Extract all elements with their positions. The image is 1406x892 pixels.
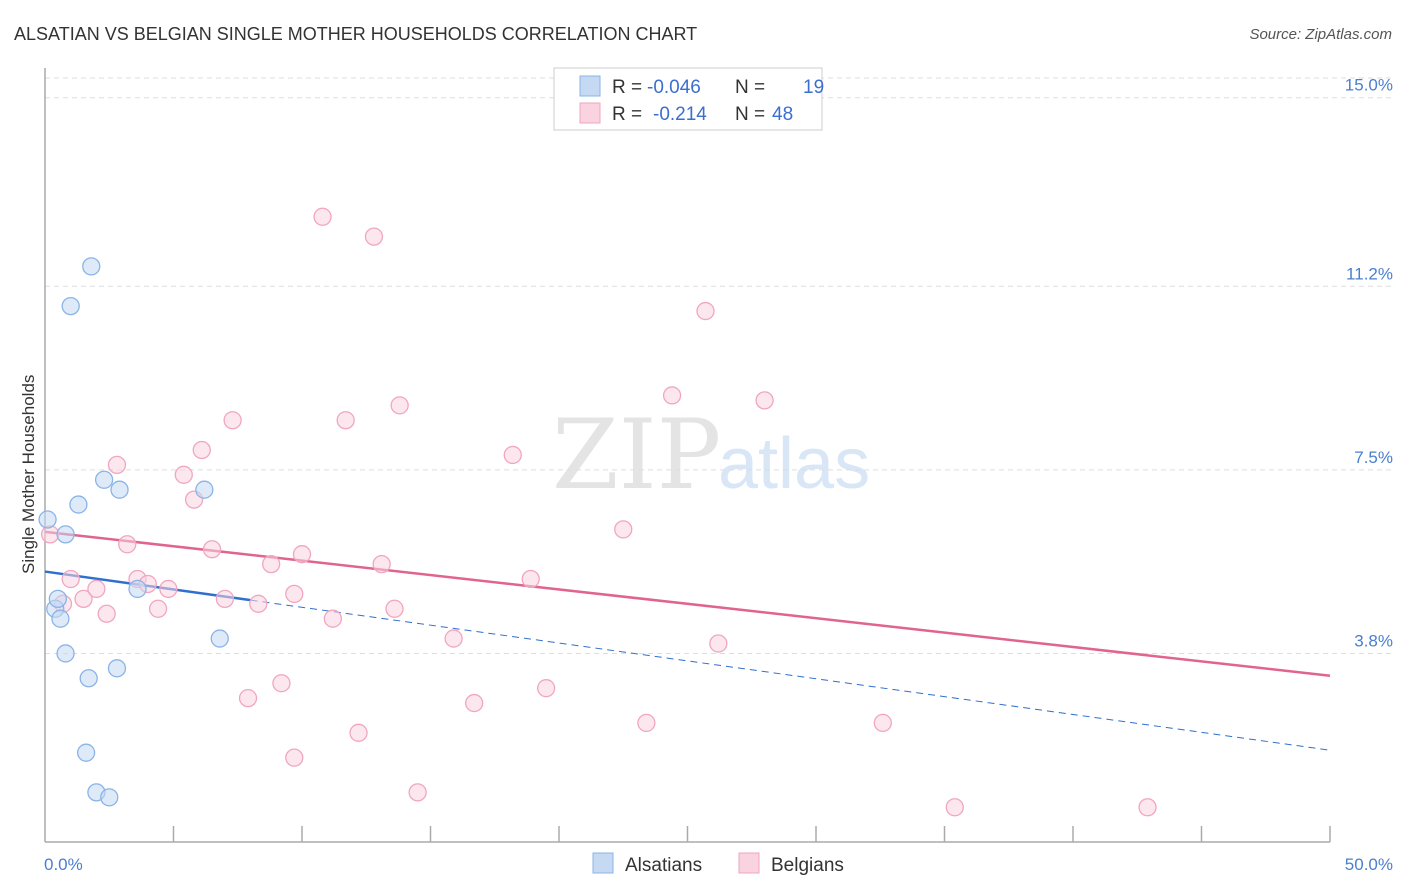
- data-point-belgians: [74, 589, 93, 609]
- data-point-alsatians: [56, 525, 75, 544]
- trend-line-alsatians-extrapolated: [250, 599, 1331, 751]
- stats-legend: R = -0.046 N = 19 R = -0.214 N = 48: [553, 67, 824, 131]
- y-tick-label-1: 11.2%: [1346, 264, 1393, 283]
- data-point-belgians: [709, 634, 728, 653]
- series-legend: Alsatians Belgians: [592, 852, 844, 876]
- data-point-alsatians: [61, 296, 80, 316]
- x-axis-tick-marks: [172, 826, 1331, 842]
- data-point-alsatians: [56, 644, 75, 663]
- data-point-belgians: [148, 599, 168, 618]
- data-point-belgians: [537, 679, 556, 698]
- data-point-alsatians: [110, 480, 129, 499]
- legend-r-label-belgians: R =: [612, 104, 642, 125]
- legend-r-value-alsatians: -0.046: [647, 77, 701, 98]
- data-point-belgians: [336, 411, 355, 430]
- data-point-belgians: [159, 579, 178, 599]
- data-point-alsatians: [48, 589, 67, 609]
- legend-n-label-alsatians: N =: [735, 77, 765, 98]
- data-point-belgians: [238, 688, 258, 708]
- data-point-alsatians: [51, 609, 70, 628]
- data-point-belgians: [272, 674, 291, 693]
- data-point-belgians: [372, 554, 391, 574]
- data-point-belgians: [614, 520, 633, 539]
- trend-line-belgians: [44, 530, 1331, 678]
- data-point-belgians: [390, 396, 409, 415]
- data-point-belgians: [323, 609, 342, 628]
- data-point-belgians: [215, 589, 235, 609]
- data-point-belgians: [349, 723, 368, 742]
- data-point-belgians: [408, 783, 427, 802]
- data-point-belgians: [192, 440, 211, 460]
- watermark-zip: ZIP: [552, 399, 721, 511]
- data-point-alsatians: [100, 788, 119, 807]
- y-axis-ticks: 15.0% 11.2% 7.5% 3.8%: [1345, 76, 1393, 651]
- data-point-belgians: [202, 540, 222, 559]
- data-point-alsatians: [79, 669, 98, 688]
- data-point-alsatians: [94, 470, 114, 489]
- data-point-belgians: [87, 579, 106, 599]
- data-point-belgians: [262, 554, 281, 574]
- data-point-belgians: [521, 569, 540, 589]
- data-point-alsatians: [210, 629, 229, 648]
- data-point-belgians: [945, 798, 964, 817]
- data-point-belgians: [292, 545, 312, 564]
- data-point-belgians: [40, 525, 60, 544]
- series-legend-swatch-alsatians: [592, 852, 614, 874]
- gridlines: [45, 77, 1392, 654]
- data-point-alsatians: [38, 510, 57, 529]
- data-point-belgians: [107, 455, 127, 475]
- y-tick-label-2: 7.5%: [1354, 448, 1393, 467]
- legend-r-value-belgians: -0.214: [653, 104, 707, 125]
- data-point-belgians: [313, 207, 332, 226]
- legend-r-label-alsatians: R =: [612, 77, 642, 98]
- data-point-belgians: [696, 301, 715, 321]
- data-point-belgians: [285, 584, 304, 604]
- x-tick-label-min: 0.0%: [44, 855, 83, 874]
- data-point-belgians: [223, 411, 242, 430]
- y-tick-label-3: 3.8%: [1354, 631, 1393, 650]
- data-point-belgians: [174, 465, 193, 484]
- chart-title: ALSATIAN VS BELGIAN SINGLE MOTHER HOUSEH…: [14, 24, 697, 44]
- series-legend-label-alsatians: Alsatians: [625, 855, 702, 876]
- data-point-belgians: [285, 748, 304, 767]
- y-axis-label: Single Mother Households: [19, 375, 38, 574]
- data-point-belgians: [249, 594, 268, 613]
- data-point-alsatians: [107, 659, 127, 678]
- data-point-belgians: [61, 569, 80, 589]
- data-points: [38, 207, 1157, 817]
- legend-swatch-alsatians: [579, 75, 601, 97]
- x-tick-label-max: 50.0%: [1345, 855, 1393, 874]
- legend-swatch-belgians: [579, 102, 601, 124]
- data-point-alsatians: [195, 480, 214, 499]
- watermark: ZIP atlas: [552, 399, 870, 511]
- data-point-belgians: [465, 693, 484, 713]
- data-point-belgians: [873, 713, 892, 733]
- data-point-alsatians: [76, 743, 96, 762]
- data-point-belgians: [118, 535, 137, 554]
- series-legend-swatch-belgians: [738, 852, 760, 874]
- legend-n-label-belgians: N =: [735, 104, 765, 125]
- data-point-belgians: [385, 599, 404, 618]
- data-point-belgians: [364, 227, 384, 246]
- data-point-alsatians: [128, 579, 147, 599]
- trend-lines: [44, 530, 1331, 751]
- watermark-atlas: atlas: [718, 424, 870, 504]
- data-point-belgians: [1138, 798, 1157, 817]
- data-point-belgians: [755, 391, 774, 410]
- series-legend-label-belgians: Belgians: [771, 855, 844, 876]
- data-point-alsatians: [69, 495, 88, 514]
- legend-n-value-alsatians: 19: [803, 77, 824, 98]
- data-point-belgians: [503, 445, 522, 465]
- y-tick-label-0: 15.0%: [1345, 76, 1393, 95]
- data-point-belgians: [97, 604, 116, 623]
- data-point-belgians: [444, 629, 463, 648]
- chart-source: Source: ZipAtlas.com: [1249, 26, 1392, 43]
- data-point-belgians: [662, 386, 682, 405]
- data-point-alsatians: [82, 257, 101, 276]
- legend-n-value-belgians: 48: [772, 104, 793, 125]
- data-point-belgians: [637, 713, 656, 733]
